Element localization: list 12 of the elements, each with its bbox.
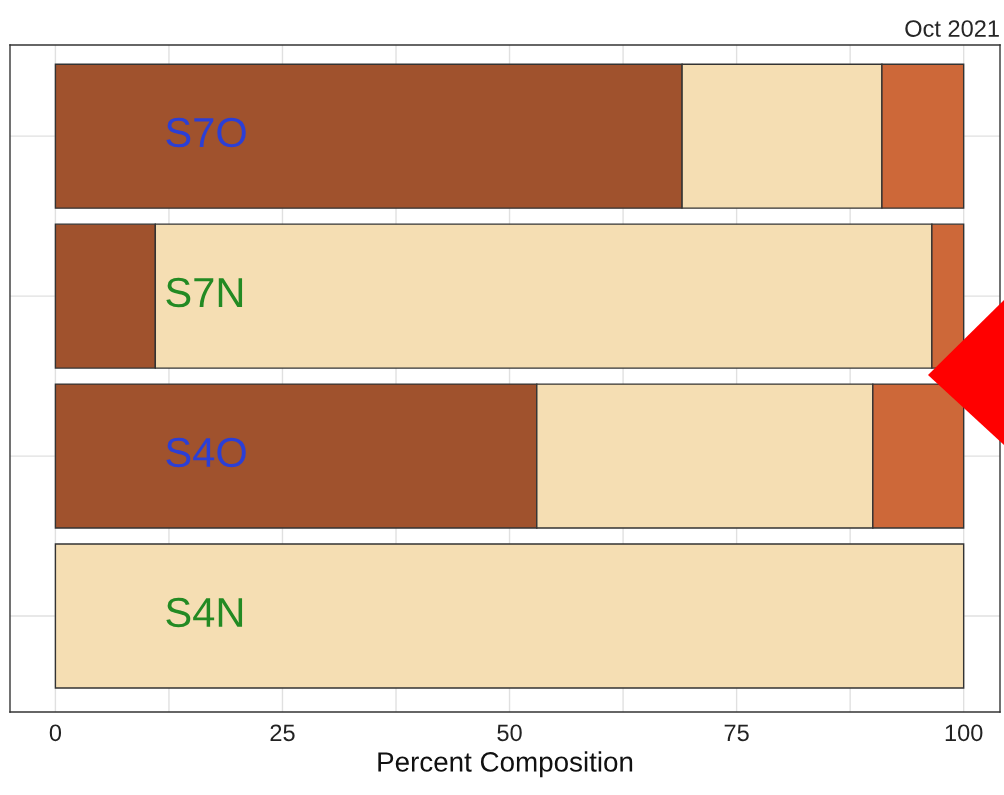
x-tick-label: 0 [49,724,62,742]
x-axis-title: Percent Composition [378,751,633,778]
y-tick-label: S4N [166,597,243,628]
y-tick-label: S4O [166,437,246,468]
y-tick-label: S7N [166,277,243,308]
x-tick-label: 50 [497,724,522,742]
bar [54,543,965,689]
x-tick-label: 25 [270,724,295,742]
x-tick-label: 75 [724,724,749,742]
x-tick-label: 100 [945,724,983,742]
y-tick-label: S7O [166,117,246,148]
chart-title: Oct 2021 [905,20,999,37]
